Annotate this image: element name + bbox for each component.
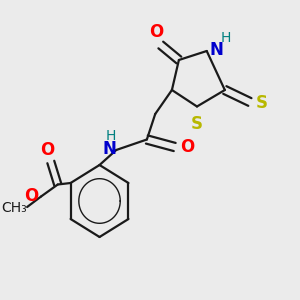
Text: N: N [209,41,224,59]
Text: O: O [40,141,55,159]
Text: N: N [103,140,117,158]
Text: S: S [190,115,202,133]
Text: O: O [24,187,38,205]
Text: CH₃: CH₃ [1,202,27,215]
Text: O: O [148,23,163,41]
Text: H: H [106,129,116,143]
Text: S: S [256,94,268,112]
Text: H: H [220,31,231,45]
Text: O: O [180,138,194,156]
